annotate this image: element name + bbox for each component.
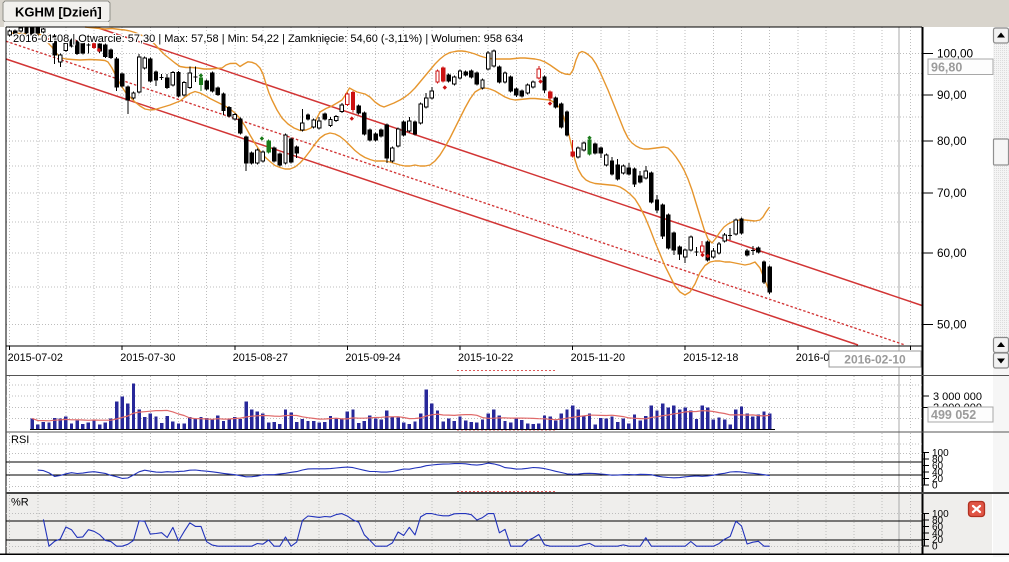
svg-text:40: 40 bbox=[932, 529, 944, 540]
svg-text:100,00: 100,00 bbox=[937, 47, 974, 61]
svg-text:2015-11-20: 2015-11-20 bbox=[571, 352, 625, 364]
svg-text:2016-01-08 | Otwarcie: 57,30 |: 2016-01-08 | Otwarcie: 57,30 | Max: 57,5… bbox=[13, 33, 523, 45]
svg-text:2015-07-30: 2015-07-30 bbox=[120, 352, 175, 364]
svg-text:2015-07-02: 2015-07-02 bbox=[8, 352, 63, 364]
svg-text:RSI: RSI bbox=[11, 434, 29, 446]
svg-text:70,00: 70,00 bbox=[937, 186, 967, 200]
svg-text:60: 60 bbox=[932, 461, 944, 472]
svg-text:%R: %R bbox=[11, 497, 29, 509]
svg-text:60: 60 bbox=[932, 522, 944, 533]
svg-text:3 000 000: 3 000 000 bbox=[933, 391, 982, 403]
svg-text:80: 80 bbox=[932, 516, 944, 527]
svg-text:60,00: 60,00 bbox=[937, 246, 967, 260]
svg-text:0: 0 bbox=[932, 542, 938, 553]
svg-text:40: 40 bbox=[932, 467, 944, 478]
svg-text:50,00: 50,00 bbox=[937, 317, 967, 331]
svg-text:2015-12-18: 2015-12-18 bbox=[683, 352, 738, 364]
svg-text:KGHM [Dzień]: KGHM [Dzień] bbox=[15, 5, 102, 20]
svg-text:96,80: 96,80 bbox=[931, 61, 962, 75]
svg-text:20: 20 bbox=[932, 474, 944, 485]
svg-text:100: 100 bbox=[932, 448, 949, 459]
svg-text:20: 20 bbox=[932, 535, 944, 546]
svg-text:2016-02-10: 2016-02-10 bbox=[844, 353, 906, 367]
svg-text:100: 100 bbox=[932, 509, 949, 520]
svg-text:2015-08-27: 2015-08-27 bbox=[233, 352, 288, 364]
svg-text:0: 0 bbox=[932, 481, 938, 492]
svg-text:80: 80 bbox=[932, 454, 944, 465]
svg-text:2016-01-08 | Otwarcie: 57,30 |: 2016-01-08 | Otwarcie: 57,30 | Max: 57,5… bbox=[13, 33, 523, 45]
svg-text:499 052: 499 052 bbox=[931, 408, 976, 422]
svg-text:2015-09-24: 2015-09-24 bbox=[345, 352, 400, 364]
svg-text:2015-10-22: 2015-10-22 bbox=[458, 352, 513, 364]
svg-text:90,00: 90,00 bbox=[937, 88, 967, 102]
svg-text:80,00: 80,00 bbox=[937, 134, 967, 148]
